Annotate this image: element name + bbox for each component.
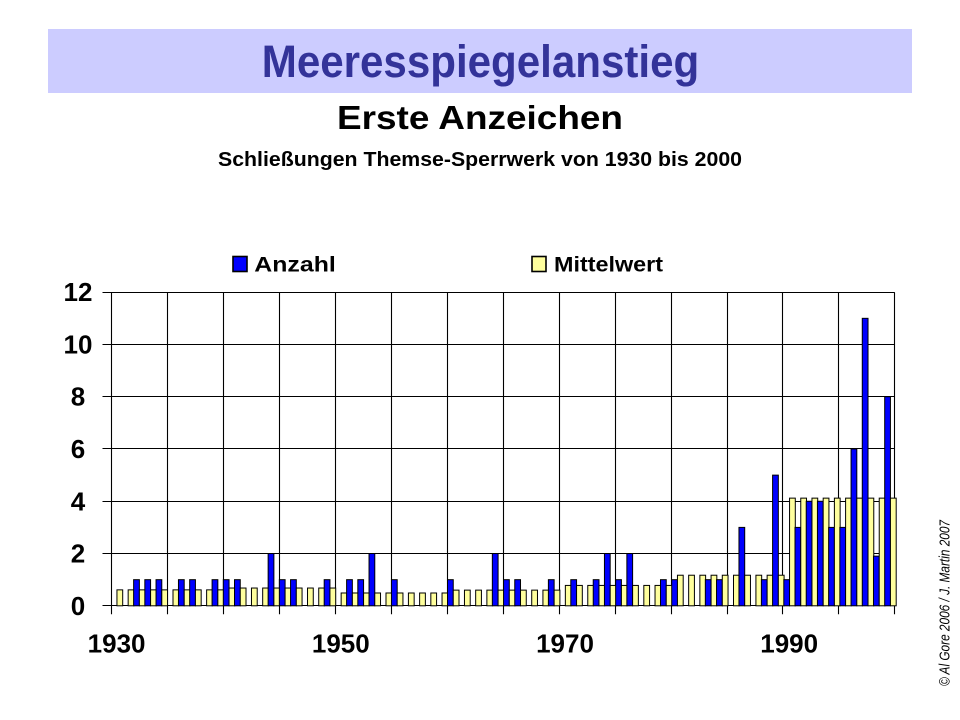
svg-text:1970: 1970 [536,629,594,659]
svg-text:Erste Anzeichen: Erste Anzeichen [337,99,623,136]
svg-text:Anzahl: Anzahl [254,252,335,276]
svg-text:1990: 1990 [760,629,818,659]
svg-text:1950: 1950 [312,629,370,659]
svg-text:12: 12 [64,277,93,307]
svg-text:0: 0 [71,591,85,621]
svg-text:1930: 1930 [88,629,146,659]
svg-text:Schließungen Themse-Sperrwerk: Schließungen Themse-Sperrwerk von 1930 b… [218,149,742,171]
svg-text:Mittelwert: Mittelwert [554,252,663,276]
svg-text:Meeresspiegelanstieg: Meeresspiegelanstieg [262,36,700,87]
svg-text:10: 10 [64,330,93,360]
svg-text:8: 8 [71,382,85,412]
svg-text:6: 6 [71,434,85,464]
svg-text:4: 4 [71,486,86,516]
svg-text:2: 2 [71,539,85,569]
svg-text:© Al Gore 2006 / J. Martin 200: © Al Gore 2006 / J. Martin 2007 [937,519,954,686]
